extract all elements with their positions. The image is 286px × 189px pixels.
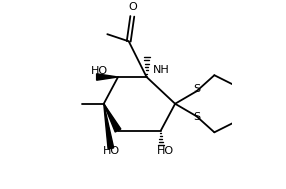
Polygon shape: [97, 74, 118, 80]
Text: S: S: [193, 84, 200, 94]
Text: O: O: [129, 2, 138, 12]
Text: S: S: [193, 112, 200, 122]
Polygon shape: [104, 104, 114, 149]
Text: HO: HO: [91, 66, 108, 76]
Text: NH: NH: [153, 65, 170, 75]
Polygon shape: [104, 104, 121, 132]
Text: HO: HO: [156, 146, 174, 156]
Text: HO: HO: [103, 146, 120, 156]
